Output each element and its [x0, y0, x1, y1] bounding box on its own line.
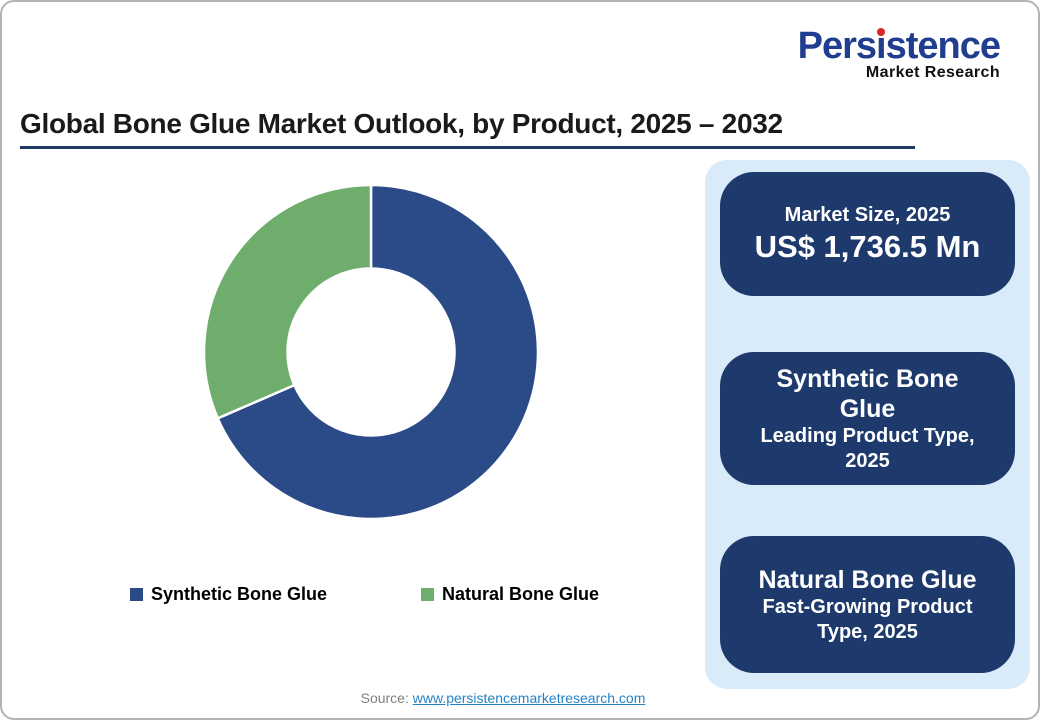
- donut-chart-area: [201, 182, 541, 522]
- brand-tagline: Market Research: [865, 64, 1000, 81]
- fast-growing-subtitle: Fast-Growing Product Type, 2025: [762, 595, 973, 643]
- chart-legend: Synthetic Bone Glue Natural Bone Glue: [130, 584, 599, 605]
- legend-label-natural: Natural Bone Glue: [442, 584, 600, 604]
- legend-label-synthetic: Synthetic Bone Glue: [151, 584, 328, 604]
- source-label: Source:: [360, 690, 409, 706]
- title-underline: [20, 146, 915, 149]
- brand-name-post: stence: [885, 25, 1001, 67]
- source-note: Source: www.persistencemarketresearch.co…: [2, 690, 1021, 706]
- fast-growing-title: Natural Bone Glue: [758, 565, 977, 594]
- donut-chart: [202, 183, 540, 521]
- page-title: Global Bone Glue Market Outlook, by Prod…: [20, 108, 783, 139]
- legend-item-synthetic: Synthetic Bone Glue: [130, 584, 327, 605]
- logo-red-dot-icon: [876, 28, 885, 36]
- legend-swatch-natural-icon: [421, 588, 435, 601]
- legend-swatch-synthetic-icon: [130, 588, 143, 601]
- brand-name-pre: Pers: [797, 25, 877, 67]
- leading-product-subtitle: Leading Product Type, 2025: [760, 424, 975, 472]
- market-size-title: Market Size, 2025: [784, 203, 951, 226]
- fast-growing-box: Natural Bone Glue Fast-Growing Product T…: [720, 536, 1015, 673]
- leading-product-box: Synthetic Bone Glue Leading Product Type…: [720, 352, 1015, 485]
- legend-item-natural: Natural Bone Glue: [421, 584, 599, 605]
- brand-logo: Persıstence Market Research: [797, 25, 1001, 82]
- market-size-value: US$ 1,736.5 Mn: [754, 228, 981, 264]
- source-link[interactable]: www.persistencemarketresearch.com: [412, 690, 646, 706]
- insights-panel: Market Size, 2025 US$ 1,736.5 Mn Synthet…: [705, 160, 1030, 689]
- leading-product-title: Synthetic Bone Glue: [776, 364, 959, 423]
- donut-segment-synthetic-bone-glue: [216, 183, 540, 521]
- donut-segment-natural-bone-glue: [202, 183, 373, 420]
- brand-name-i: ı: [876, 25, 887, 67]
- market-size-box: Market Size, 2025 US$ 1,736.5 Mn: [720, 172, 1015, 296]
- brand-name: Persıstence: [797, 25, 1001, 67]
